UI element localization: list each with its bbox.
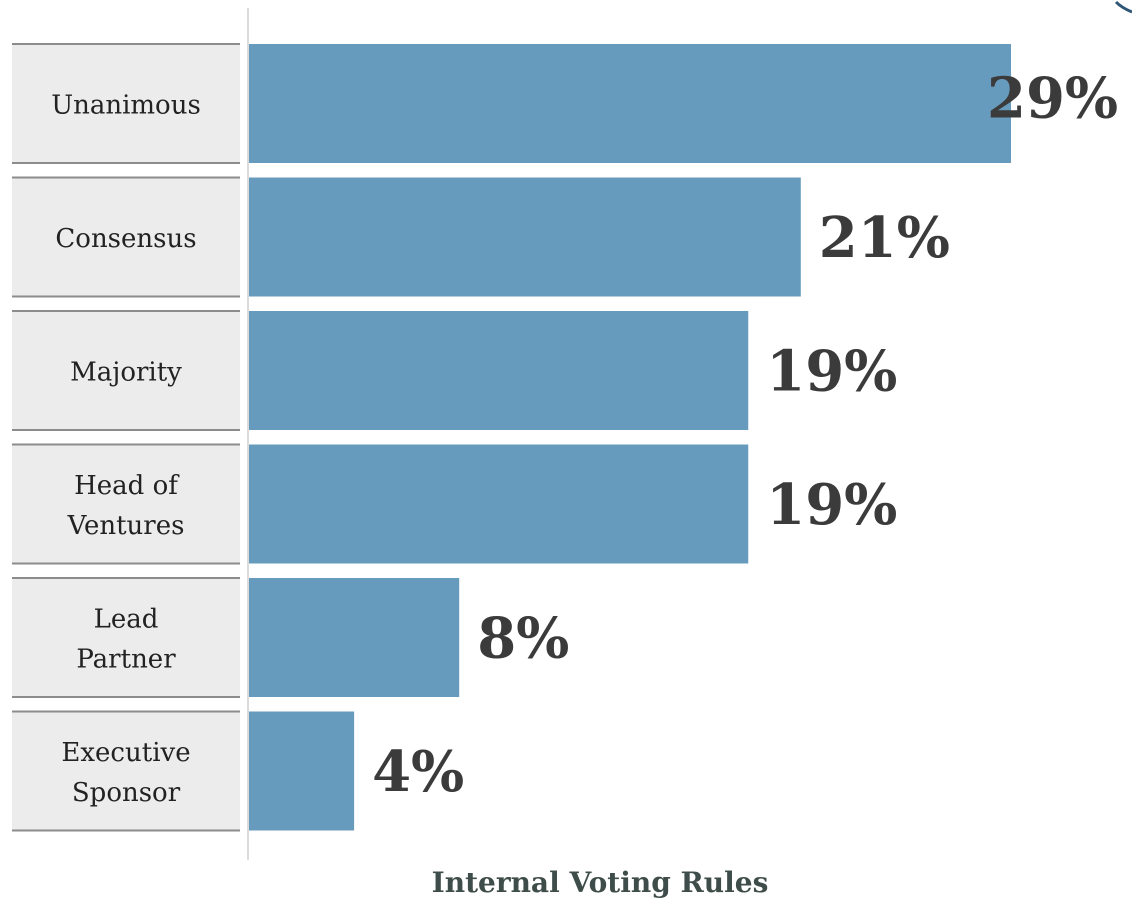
category-label-lead-partner: Lead Partner [76,605,176,675]
bar-unanimous [249,44,1011,163]
value-label-executive-sponsor: 4% [372,739,464,805]
category-label-box-head-of-ventures [12,444,240,564]
category-label-majority: Majority [70,358,182,388]
bar-majority [249,311,749,430]
bar-executive-sponsor [249,711,355,831]
category-label-box-consensus [12,177,240,297]
value-label-head-of-ventures: 19% [766,472,897,538]
bar-lead-partner [249,578,460,697]
corner-swoosh-icon [1114,0,1132,14]
bar-consensus [249,177,801,297]
category-label-head-of-ventures: Head of Ventures [67,471,185,541]
chart-title: Internal Voting Rules [431,866,769,899]
category-label-box-unanimous [12,44,240,163]
bar-head-of-ventures [249,444,749,564]
value-label-lead-partner: 8% [477,606,569,672]
category-label-box-majority [12,311,240,430]
category-label-executive-sponsor: Executive Sponsor [61,738,190,808]
category-label-box-lead-partner [12,578,240,697]
category-label-unanimous: Unanimous [51,91,201,121]
category-label-consensus: Consensus [55,224,196,254]
value-label-consensus: 21% [819,205,950,271]
value-label-majority: 19% [766,339,897,405]
category-label-box-executive-sponsor [12,711,240,831]
value-label-unanimous: 29% [987,66,1118,132]
